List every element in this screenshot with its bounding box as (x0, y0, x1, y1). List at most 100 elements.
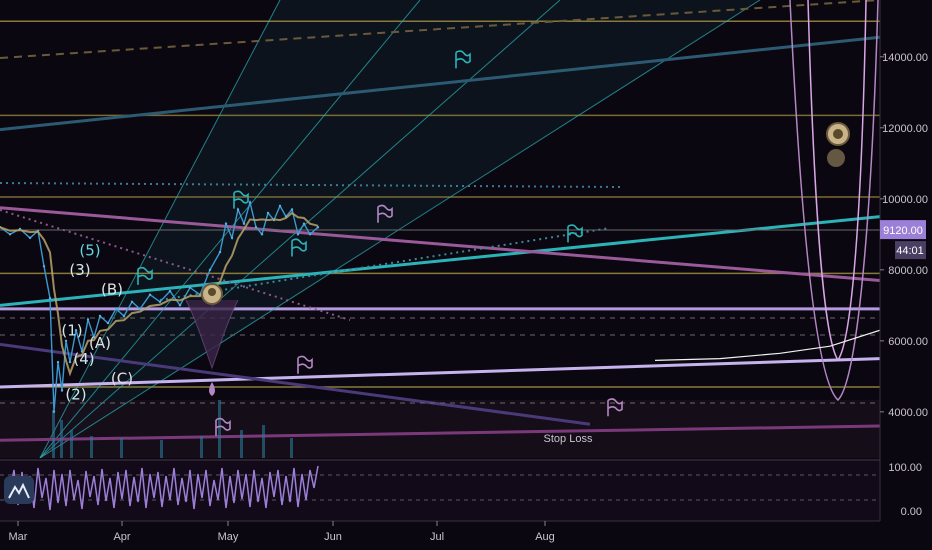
trend-line[interactable] (0, 357, 880, 389)
price-badge-value: 9120.00 (883, 225, 923, 237)
price-point (138, 307, 142, 311)
parabola-inner (807, 0, 867, 362)
price-tick-label: 4000.00 (888, 407, 928, 419)
price-point (290, 208, 294, 211)
moving-average-line (0, 211, 319, 377)
flag-shape (377, 204, 393, 223)
time-axis[interactable] (0, 521, 932, 550)
price-point (86, 318, 90, 321)
price-badge (880, 220, 926, 240)
price-point (28, 236, 32, 240)
price-tick-label: 8000.00 (888, 265, 928, 277)
flag-icon[interactable] (455, 50, 471, 69)
volume-bar (60, 420, 63, 458)
flag-icon[interactable] (607, 398, 623, 417)
price-tick-label: 14000.00 (882, 52, 928, 64)
pane-divider[interactable] (0, 459, 880, 461)
time-axis-ticks: Mar Apr May Jun Jul Aug (9, 521, 555, 543)
flag-markers (137, 50, 623, 436)
flag-icon[interactable] (377, 204, 393, 223)
price-series (0, 199, 320, 413)
flag-shape (291, 238, 307, 257)
price-axis-ticks: 4000.00 6000.00 8000.00 10000.00 12000.00 140… (880, 52, 928, 419)
trend-line[interactable] (0, 342, 591, 426)
volume-bar (52, 410, 55, 458)
flag-icon[interactable] (233, 190, 249, 209)
price-point (52, 410, 56, 413)
drop-marker-icon (209, 382, 215, 396)
trend-line[interactable] (0, 424, 880, 442)
funnel-shape (185, 299, 239, 370)
flag-icon[interactable] (297, 355, 313, 374)
time-tick-label: May (218, 531, 239, 543)
volume-bars (52, 400, 293, 458)
price-point (60, 389, 64, 392)
trend-line[interactable] (0, 35, 880, 132)
price-point (254, 226, 258, 229)
price-point (230, 236, 234, 240)
wave-label: (2) (65, 385, 86, 403)
location-markers (201, 122, 850, 396)
wave-labels: (5)(3) (B) (1) (A)(4) (C) (2) (61, 242, 133, 404)
dotted-resistance-line (0, 182, 621, 188)
price-point (158, 300, 162, 303)
logo-badge[interactable] (4, 476, 34, 504)
price-point (236, 208, 240, 211)
price-point (302, 222, 306, 225)
price-point (296, 233, 300, 236)
price-point (48, 297, 52, 300)
price-point (266, 211, 270, 215)
price-point (106, 321, 110, 325)
price-point (208, 268, 212, 271)
wave-label: (B) (101, 281, 123, 299)
oscillator-line (9, 465, 319, 511)
wave-label: (C) (111, 369, 133, 387)
price-tick-label: 12000.00 (882, 123, 928, 135)
price-point (114, 307, 118, 311)
wave-label: (3) (69, 261, 90, 279)
flag-shape (233, 190, 249, 209)
price-point (278, 204, 282, 208)
oscillator-pane (0, 461, 880, 521)
dotted-guides (0, 0, 880, 404)
volume-bar (120, 438, 123, 458)
flag-shape (455, 50, 471, 69)
flag-shape (567, 224, 583, 243)
time-tick-label: Aug (535, 531, 555, 543)
price-axis[interactable] (880, 0, 932, 550)
oscillator-tick-label: 100.00 (888, 462, 922, 474)
flag-icon[interactable] (291, 238, 307, 257)
volume-bar (200, 436, 203, 458)
location-pin-icon (827, 149, 845, 167)
volume-bar (90, 436, 93, 458)
flag-icon[interactable] (215, 417, 231, 436)
forecast-line (654, 329, 880, 361)
price-point (130, 300, 134, 303)
price-point (248, 201, 252, 204)
oscillator-tick-label: 0.00 (901, 506, 922, 518)
trend-lines (0, 35, 880, 442)
volume-bar (160, 440, 163, 458)
price-point (188, 286, 192, 289)
price-point (260, 233, 264, 236)
time-tick-label: Mar (9, 531, 28, 543)
oscillator-axis-ticks: 100.00 0.00 (888, 462, 922, 518)
trend-line[interactable] (0, 215, 880, 307)
price-point (148, 293, 152, 296)
price-line (0, 199, 319, 412)
dashed-top-line (0, 0, 880, 59)
volume-bar (240, 430, 243, 458)
volume-bar (218, 400, 221, 458)
flag-icon[interactable] (567, 224, 583, 243)
stop-loss-label: Stop Loss (544, 433, 593, 445)
dotted-down-line (0, 209, 351, 321)
trend-line[interactable] (0, 206, 880, 282)
chart-logo-icon (8, 482, 30, 499)
wave-label: (5) (79, 242, 100, 260)
time-tick-label: Jul (430, 531, 444, 543)
wave-label: (A) (89, 334, 111, 352)
price-point (74, 329, 78, 332)
flag-shape (215, 417, 231, 436)
flag-icon[interactable] (137, 266, 153, 285)
